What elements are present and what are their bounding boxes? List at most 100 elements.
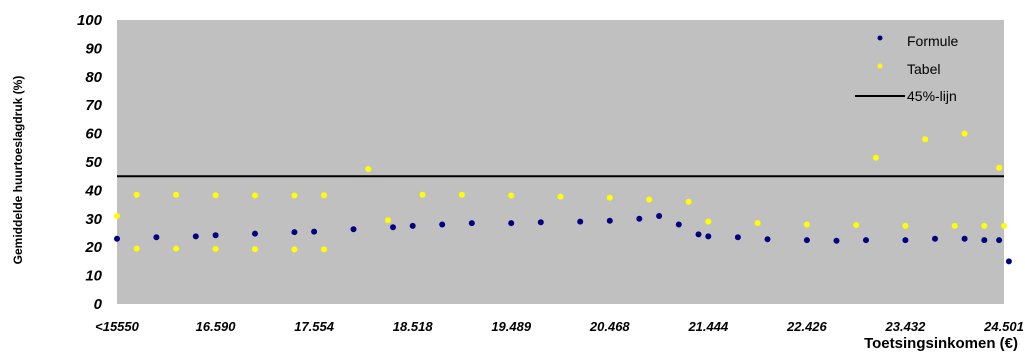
data-point — [734, 234, 741, 241]
data-point — [1005, 258, 1012, 265]
data-point — [212, 245, 219, 252]
x-tick-label: 23.432 — [885, 319, 927, 334]
data-point — [252, 246, 258, 253]
data-point — [754, 220, 761, 227]
data-point — [996, 164, 1003, 171]
data-point — [192, 233, 199, 240]
y-tick-label: 40 — [84, 182, 102, 199]
data-point — [291, 192, 298, 199]
data-point — [902, 222, 909, 229]
y-tick-label: 30 — [85, 211, 102, 228]
legend-formule-label: Formule — [907, 33, 959, 49]
legend-45-label: 45%-lijn — [907, 88, 957, 104]
data-point — [922, 136, 929, 143]
x-axis-label: Toetsingsinkomen (€) — [864, 335, 1018, 352]
x-tick-label: 24.501 — [983, 319, 1024, 334]
data-point — [675, 221, 682, 228]
data-point — [833, 237, 840, 244]
data-point — [951, 222, 958, 229]
y-tick-label: 50 — [85, 154, 102, 171]
data-point — [409, 222, 416, 229]
y-axis-ticks: 0 10 20 30 40 50 60 70 80 90 100 — [77, 12, 103, 313]
data-point — [606, 217, 613, 224]
data-point — [212, 192, 219, 199]
data-point — [606, 194, 613, 201]
data-point — [705, 218, 712, 225]
x-tick-label: 19.489 — [491, 319, 532, 334]
data-point — [557, 193, 564, 200]
data-point — [1001, 222, 1007, 229]
data-point — [133, 191, 140, 198]
series-tabel — [114, 130, 1007, 253]
data-point — [803, 237, 810, 244]
data-point — [252, 230, 258, 237]
data-point — [133, 245, 140, 252]
data-point — [636, 215, 643, 222]
data-point — [291, 229, 298, 236]
data-point — [537, 219, 544, 226]
data-point — [508, 192, 515, 199]
y-tick-label: 90 — [85, 40, 102, 57]
data-point — [419, 191, 426, 198]
data-point — [961, 130, 968, 137]
x-tick-label: 21.444 — [687, 319, 729, 334]
data-point — [212, 232, 219, 239]
data-point — [365, 166, 372, 173]
data-point — [996, 237, 1003, 244]
data-point — [252, 192, 258, 199]
y-tick-label: 10 — [85, 268, 102, 285]
legend-formule-marker — [877, 35, 883, 41]
legend: Formule Tabel 45%-lijn — [855, 33, 959, 104]
data-point — [932, 235, 938, 242]
data-point — [705, 233, 712, 240]
legend-tabel-marker — [877, 63, 883, 69]
y-tick-label: 70 — [85, 97, 102, 114]
data-point — [311, 228, 318, 235]
data-point — [350, 226, 357, 233]
data-point — [508, 220, 515, 227]
x-tick-label: 16.590 — [196, 319, 237, 334]
data-point — [803, 221, 810, 228]
data-point — [173, 191, 180, 198]
data-point — [468, 220, 475, 227]
data-point — [114, 235, 120, 242]
x-tick-label: 17.554 — [294, 319, 335, 334]
data-point — [863, 237, 869, 244]
data-point — [439, 221, 446, 228]
data-point — [153, 234, 160, 241]
data-point — [853, 222, 860, 228]
data-point — [321, 192, 327, 199]
data-point — [695, 231, 702, 238]
data-point — [981, 222, 988, 229]
y-tick-label: 20 — [84, 239, 102, 256]
x-tick-label: <15550 — [95, 319, 140, 334]
y-tick-label: 0 — [94, 296, 103, 313]
data-point — [872, 154, 879, 161]
data-point — [390, 224, 396, 231]
data-point — [321, 246, 327, 253]
data-point — [385, 217, 391, 224]
y-tick-label: 60 — [85, 126, 102, 143]
series-formule — [114, 213, 1012, 265]
x-tick-label: 22.426 — [786, 319, 828, 334]
data-point — [981, 237, 988, 244]
data-point — [114, 213, 120, 219]
x-axis-ticks: <15550 16.590 17.554 18.518 19.489 20.468 21.4… — [95, 319, 1024, 334]
data-point — [173, 245, 180, 252]
x-tick-label: 18.518 — [393, 319, 434, 334]
y-axis-label: Gemiddelde huurtoeslagdruk (%) — [11, 76, 25, 265]
y-tick-label: 100 — [77, 12, 103, 29]
data-point — [902, 237, 909, 244]
data-point — [656, 213, 663, 219]
data-point — [646, 196, 653, 203]
data-point — [577, 218, 584, 225]
data-point — [961, 235, 968, 242]
x-tick-label: 20.468 — [589, 319, 631, 334]
data-point — [458, 191, 465, 198]
data-point — [685, 198, 692, 205]
data-point — [764, 236, 771, 243]
legend-tabel-label: Tabel — [907, 61, 940, 77]
y-tick-label: 80 — [85, 69, 102, 86]
data-point — [291, 246, 298, 253]
